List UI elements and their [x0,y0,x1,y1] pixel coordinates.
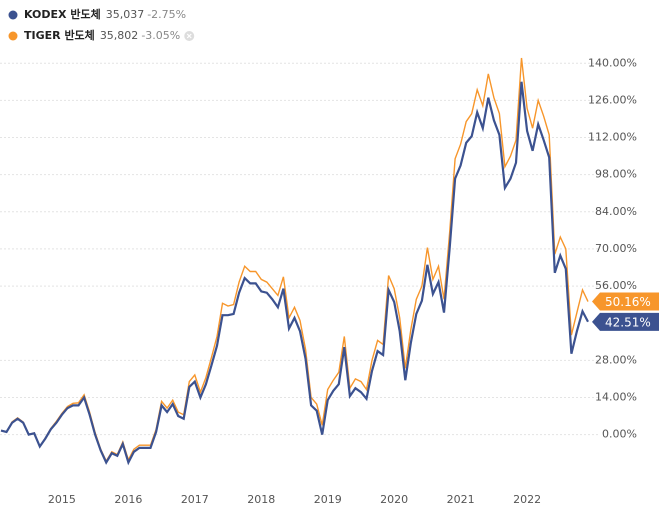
legend-name: KODEX 반도체 [24,7,101,21]
x-tick-label: 2022 [513,493,541,506]
legend-close-x [186,33,192,39]
legend-entry: TIGER 반도체 35,802 -3.05% [24,28,180,42]
y-tick-label: 112.00% [588,131,637,144]
legend-marker [8,31,18,41]
y-tick-label: 56.00% [595,279,637,292]
end-tag [592,312,659,331]
x-tick-label: 2015 [48,493,76,506]
end-tag-label: 42.51% [605,315,651,329]
y-tick-label: 0.00% [602,428,637,441]
end-tag-label: 50.16% [605,295,651,309]
y-tick-label: 140.00% [588,56,637,69]
y-tick-label: 28.00% [595,353,637,366]
x-tick-label: 2017 [181,493,209,506]
x-tick-label: 2019 [314,493,342,506]
legend-change: -3.05% [141,29,180,42]
y-tick-label: 70.00% [595,242,637,255]
y-tick-label: 84.00% [595,205,637,218]
series-line [0,81,589,466]
legend-marker [8,10,18,20]
legend-change: -2.75% [147,8,186,21]
legend-entry: KODEX 반도체 35,037 -2.75% [24,7,186,21]
legend-price: 35,802 [100,29,139,42]
y-tick-label: 98.00% [595,168,637,181]
y-tick-label: 14.00% [595,390,637,403]
legend-price: 35,037 [106,8,145,21]
y-tick-label: 126.00% [588,93,637,106]
series-line [0,57,589,463]
end-tag [592,292,659,311]
x-tick-label: 2016 [114,493,142,506]
x-tick-label: 2020 [380,493,408,506]
x-tick-label: 2018 [247,493,275,506]
legend-name: TIGER 반도체 [24,28,95,42]
x-tick-label: 2021 [447,493,475,506]
